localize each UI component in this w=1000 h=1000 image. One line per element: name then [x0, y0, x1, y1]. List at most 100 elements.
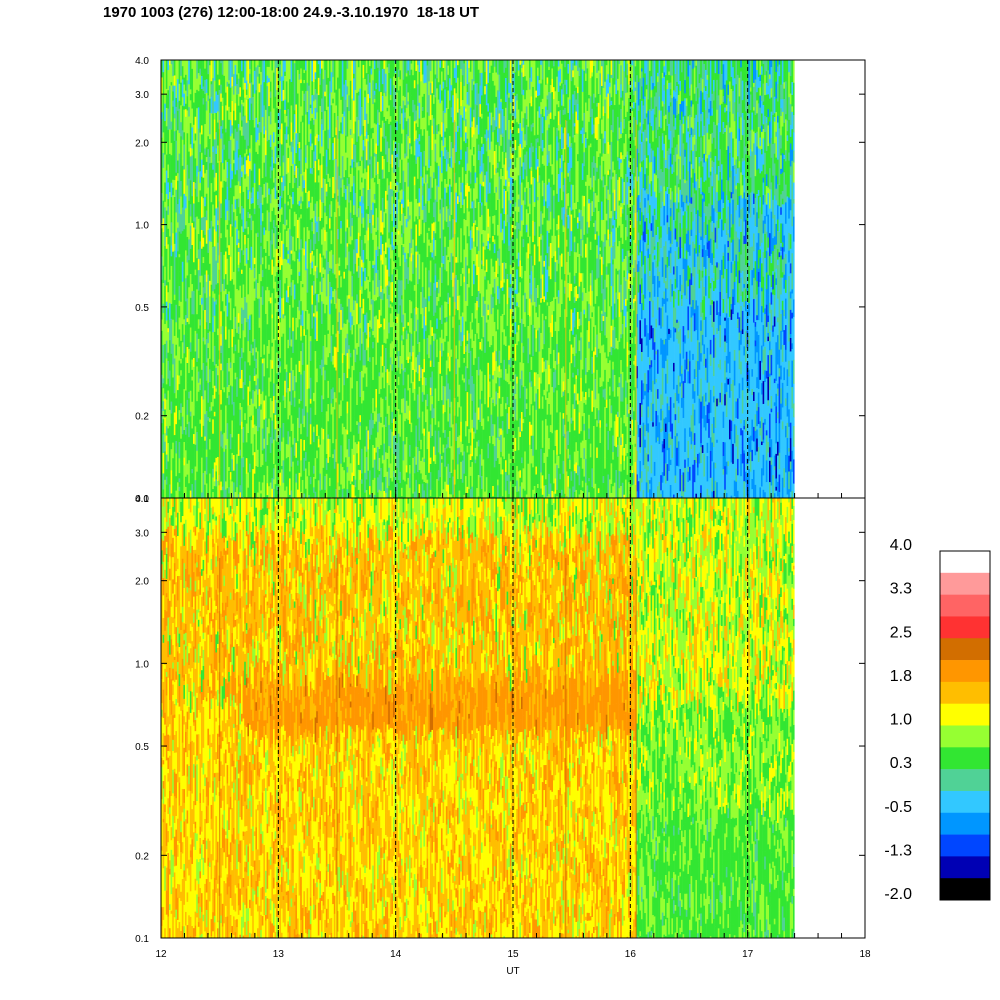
upper-heat-cell — [301, 294, 304, 311]
upper-heat-cell — [329, 438, 331, 458]
upper-heat-cell — [329, 379, 331, 384]
upper-heat-cell — [162, 489, 165, 498]
upper-heat-cell — [188, 151, 191, 173]
upper-heat-cell — [309, 360, 312, 379]
upper-heat-cell — [341, 196, 344, 218]
upper-heat-cell — [261, 304, 264, 330]
upper-heat-cell — [226, 284, 229, 295]
upper-heat-cell — [253, 214, 256, 235]
upper-heat-cell — [180, 159, 183, 182]
upper-heat-cell — [177, 375, 179, 391]
upper-heat-cell — [335, 333, 338, 338]
upper-heat-cell — [308, 343, 311, 349]
upper-heat-cell — [338, 192, 341, 206]
upper-heat-cell — [388, 333, 391, 354]
upper-heat-cell — [220, 138, 223, 163]
upper-heat-cell — [284, 407, 287, 426]
upper-heat-cell — [261, 453, 264, 466]
upper-heat-cell — [402, 300, 405, 315]
upper-heat-cell — [220, 63, 223, 85]
upper-heat-cell — [364, 120, 367, 137]
upper-heat-cell — [300, 174, 303, 192]
upper-heat-cell — [333, 60, 336, 84]
upper-heat-cell — [349, 293, 352, 313]
upper-heat-cell — [381, 307, 384, 328]
upper-heat-cell — [385, 452, 387, 478]
upper-heat-cell — [220, 311, 223, 327]
upper-heat-cell — [274, 298, 277, 304]
upper-heat-cell — [354, 76, 357, 91]
upper-heat-cell — [391, 411, 394, 424]
upper-heat-cell — [189, 199, 192, 205]
upper-heat-cell — [292, 93, 295, 109]
upper-heat-cell — [407, 390, 410, 400]
upper-heat-cell — [196, 266, 199, 290]
upper-heat-cell — [281, 362, 283, 386]
upper-heat-cell — [236, 423, 239, 434]
upper-heat-cell — [220, 345, 223, 354]
upper-heat-cell — [225, 294, 227, 307]
upper-heat-cell — [329, 281, 331, 297]
upper-heat-cell — [213, 345, 216, 366]
upper-heat-cell — [365, 402, 368, 427]
upper-heat-cell — [340, 99, 343, 123]
upper-heat-cell — [341, 120, 344, 135]
upper-heat-cell — [309, 444, 312, 461]
upper-heat-cell — [332, 387, 335, 400]
upper-heat-cell — [281, 465, 283, 470]
upper-heat-cell — [338, 205, 341, 217]
upper-heat-cell — [226, 294, 229, 317]
upper-heat-cell — [356, 303, 359, 325]
upper-heat-cell — [169, 484, 171, 498]
upper-heat-cell — [362, 476, 365, 497]
upper-heat-cell — [337, 138, 339, 147]
upper-heat-cell — [335, 60, 338, 85]
upper-heat-cell — [356, 444, 359, 454]
upper-heat-cell — [189, 204, 192, 217]
upper-heat-cell — [313, 492, 315, 498]
upper-heat-cell — [274, 328, 277, 341]
upper-heat-cell — [164, 207, 167, 232]
upper-heat-cell — [309, 189, 312, 200]
upper-heat-cell — [207, 143, 210, 150]
upper-heat-cell — [345, 99, 347, 113]
upper-heat-cell — [201, 119, 203, 126]
upper-heat-cell — [247, 269, 250, 295]
upper-heat-cell — [301, 479, 304, 490]
upper-heat-cell — [212, 246, 215, 272]
upper-heat-cell — [282, 485, 285, 498]
upper-heat-cell — [349, 357, 352, 378]
upper-heat-cell — [388, 485, 391, 498]
upper-heat-cell — [289, 145, 291, 150]
upper-heat-cell — [322, 399, 325, 416]
upper-heat-cell — [268, 483, 271, 487]
upper-heat-cell — [226, 431, 229, 440]
upper-heat-cell — [346, 60, 349, 70]
upper-heat-cell — [314, 188, 317, 204]
upper-heat-cell — [197, 218, 200, 235]
upper-heat-cell — [293, 171, 296, 176]
upper-heat-cell — [229, 280, 232, 299]
upper-heat-cell — [367, 279, 370, 292]
upper-heat-cell — [205, 449, 208, 458]
upper-heat-cell — [308, 495, 311, 498]
upper-heat-cell — [172, 251, 175, 272]
upper-heat-cell — [292, 197, 295, 205]
upper-heat-cell — [234, 60, 237, 66]
upper-heat-cell — [245, 173, 248, 188]
upper-heat-cell — [183, 106, 186, 110]
upper-heat-cell — [173, 412, 176, 436]
upper-heat-cell — [289, 365, 291, 370]
upper-heat-cell — [225, 146, 227, 161]
upper-heat-cell — [386, 471, 389, 489]
upper-heat-cell — [389, 304, 392, 309]
upper-heat-cell — [229, 298, 232, 321]
upper-heat-cell — [183, 263, 186, 281]
upper-heat-cell — [381, 136, 384, 157]
upper-heat-cell — [204, 216, 207, 236]
upper-heat-cell — [361, 177, 363, 183]
upper-heat-cell — [189, 358, 192, 373]
upper-heat-cell — [341, 458, 344, 468]
upper-heat-cell — [165, 88, 168, 96]
upper-heat-cell — [180, 105, 183, 119]
